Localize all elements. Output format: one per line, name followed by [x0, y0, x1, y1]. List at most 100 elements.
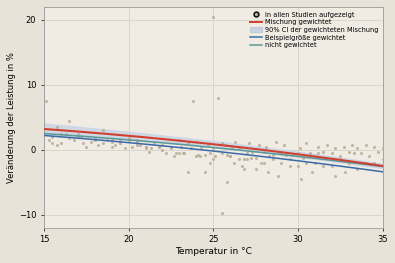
- Point: [197, 154, 203, 158]
- Point: [151, 141, 157, 145]
- Point: [218, 141, 225, 145]
- Point: [212, 154, 218, 158]
- Point: [246, 141, 252, 145]
- Point: [303, 161, 310, 165]
- Point: [312, 161, 318, 165]
- Point: [235, 157, 242, 161]
- Point: [273, 140, 279, 144]
- Point: [202, 153, 208, 157]
- Point: [371, 161, 378, 165]
- Point: [332, 174, 339, 178]
- Point: [303, 141, 310, 145]
- Point: [295, 164, 301, 168]
- Point: [371, 144, 378, 149]
- Point: [147, 146, 154, 150]
- Point: [346, 150, 352, 154]
- Point: [312, 154, 318, 158]
- Point: [46, 138, 52, 142]
- Legend: in allen Studien aufgezeigt, Mischung gewichtet, 90% CI der gewichteten Mischung: in allen Studien aufgezeigt, Mischung ge…: [248, 10, 380, 50]
- Point: [103, 138, 110, 142]
- Point: [252, 167, 259, 171]
- Point: [168, 144, 174, 149]
- Point: [66, 118, 72, 123]
- Point: [171, 154, 177, 158]
- Point: [95, 143, 101, 147]
- Point: [156, 144, 162, 149]
- Point: [178, 144, 184, 149]
- Point: [193, 140, 199, 144]
- Point: [117, 138, 123, 142]
- Point: [210, 14, 216, 19]
- Point: [181, 151, 188, 155]
- Point: [266, 154, 273, 158]
- Point: [249, 150, 256, 154]
- Point: [229, 144, 235, 149]
- Point: [275, 174, 281, 178]
- Point: [66, 136, 72, 140]
- Point: [320, 150, 327, 154]
- Point: [142, 144, 149, 149]
- Point: [134, 143, 140, 147]
- X-axis label: Temperatur in °C: Temperatur in °C: [175, 247, 252, 256]
- Point: [340, 144, 347, 149]
- Point: [337, 154, 344, 158]
- Point: [261, 150, 267, 154]
- Point: [349, 143, 356, 147]
- Point: [297, 146, 303, 150]
- Point: [75, 135, 81, 139]
- Point: [315, 151, 322, 155]
- Point: [354, 146, 361, 150]
- Point: [230, 161, 237, 165]
- Point: [286, 157, 293, 161]
- Point: [363, 143, 369, 147]
- Point: [88, 140, 94, 144]
- Point: [100, 128, 106, 132]
- Point: [190, 99, 196, 103]
- Point: [337, 157, 344, 161]
- Point: [193, 154, 199, 158]
- Point: [224, 180, 230, 184]
- Point: [342, 170, 349, 175]
- Point: [80, 141, 86, 145]
- Point: [63, 132, 69, 136]
- Point: [351, 151, 357, 155]
- Point: [202, 170, 208, 175]
- Point: [261, 161, 267, 165]
- Point: [227, 154, 233, 158]
- Point: [75, 132, 81, 136]
- Point: [269, 153, 276, 157]
- Point: [83, 144, 89, 149]
- Point: [315, 144, 322, 149]
- Point: [307, 151, 313, 155]
- Point: [159, 143, 166, 147]
- Point: [146, 150, 152, 154]
- Point: [218, 211, 225, 215]
- Point: [346, 161, 352, 165]
- Point: [129, 144, 135, 149]
- Point: [295, 151, 301, 155]
- Point: [210, 157, 216, 161]
- Point: [71, 138, 77, 142]
- Point: [380, 146, 386, 150]
- Point: [269, 157, 276, 161]
- Point: [117, 141, 123, 145]
- Point: [207, 151, 213, 155]
- Point: [366, 154, 372, 158]
- Point: [247, 155, 254, 160]
- Point: [286, 164, 293, 168]
- Point: [241, 157, 247, 161]
- Point: [278, 161, 284, 165]
- Point: [320, 164, 327, 168]
- Point: [92, 138, 98, 142]
- Point: [134, 138, 140, 142]
- Y-axis label: Veränderung der Leistung in %: Veränderung der Leistung in %: [7, 52, 16, 183]
- Point: [176, 151, 182, 155]
- Point: [58, 141, 64, 145]
- Point: [235, 146, 242, 150]
- Point: [205, 143, 211, 147]
- Point: [42, 99, 49, 103]
- Point: [357, 151, 364, 155]
- Point: [49, 135, 55, 139]
- Point: [134, 140, 140, 144]
- Point: [218, 151, 225, 155]
